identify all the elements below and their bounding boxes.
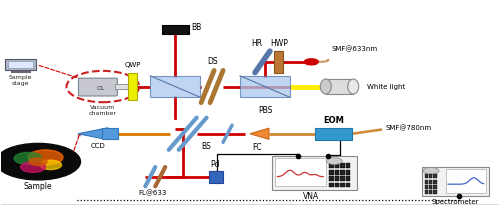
Text: OL: OL — [96, 86, 104, 91]
FancyBboxPatch shape — [78, 78, 118, 96]
Bar — [330, 170, 334, 175]
Text: SMF@633nm: SMF@633nm — [332, 46, 378, 52]
Circle shape — [14, 152, 42, 164]
Text: Sample: Sample — [24, 182, 52, 191]
Text: EOM: EOM — [323, 116, 344, 125]
Text: FC: FC — [252, 143, 262, 152]
Bar — [315, 128, 352, 140]
Bar — [346, 163, 350, 168]
Bar — [340, 176, 344, 181]
Polygon shape — [250, 128, 269, 139]
Bar — [429, 174, 432, 178]
Bar — [429, 185, 432, 189]
Bar — [429, 180, 432, 184]
Bar — [240, 76, 290, 97]
Bar — [424, 191, 428, 194]
Ellipse shape — [348, 79, 358, 94]
Bar — [346, 183, 350, 187]
Circle shape — [423, 167, 439, 174]
Bar — [335, 163, 340, 168]
Bar — [434, 191, 437, 194]
Bar — [272, 156, 357, 190]
Bar — [150, 76, 200, 97]
Bar — [102, 128, 118, 139]
Circle shape — [40, 160, 62, 170]
Text: Vacuum
chamber: Vacuum chamber — [89, 105, 117, 116]
Circle shape — [29, 158, 47, 165]
Bar — [434, 174, 437, 178]
Bar — [335, 183, 340, 187]
Text: HR: HR — [252, 39, 262, 48]
Text: Spectrometer: Spectrometer — [432, 199, 480, 205]
Text: Pd: Pd — [210, 160, 220, 168]
Bar — [330, 163, 334, 168]
Bar — [116, 84, 128, 89]
Bar — [8, 61, 33, 68]
Bar — [162, 25, 188, 34]
Circle shape — [304, 59, 318, 65]
Bar — [326, 79, 353, 94]
Text: BB: BB — [191, 23, 202, 32]
Bar — [424, 185, 428, 189]
Text: QWP: QWP — [124, 62, 141, 68]
Bar — [340, 183, 344, 187]
Text: DS: DS — [208, 57, 218, 66]
Circle shape — [0, 143, 80, 180]
Bar — [346, 170, 350, 175]
Circle shape — [28, 150, 63, 165]
Bar — [340, 170, 344, 175]
Bar — [128, 73, 138, 100]
Text: HWP: HWP — [270, 39, 288, 48]
Bar — [208, 171, 222, 183]
Bar — [434, 180, 437, 184]
Bar — [424, 174, 428, 178]
Bar — [330, 176, 334, 181]
Text: VNA: VNA — [302, 192, 318, 201]
Bar — [346, 176, 350, 181]
Bar — [335, 176, 340, 181]
Bar — [335, 170, 340, 175]
Bar — [446, 169, 486, 193]
Polygon shape — [78, 128, 108, 140]
Bar — [330, 183, 334, 187]
Text: White light: White light — [367, 84, 406, 90]
Text: CCD: CCD — [90, 143, 106, 149]
Circle shape — [326, 158, 342, 164]
Bar — [429, 191, 432, 194]
Ellipse shape — [320, 79, 332, 94]
Text: FL@633: FL@633 — [138, 190, 167, 196]
Text: SMF@780nm: SMF@780nm — [386, 125, 432, 132]
Text: BS: BS — [202, 142, 211, 151]
Circle shape — [20, 162, 46, 172]
Bar — [434, 185, 437, 189]
Text: PBS: PBS — [258, 106, 272, 115]
Bar — [274, 51, 283, 73]
Bar — [340, 163, 344, 168]
Text: Sample
stage: Sample stage — [9, 75, 32, 86]
FancyBboxPatch shape — [5, 59, 36, 70]
Bar — [424, 180, 428, 184]
Bar — [422, 167, 490, 196]
Bar — [275, 158, 326, 186]
